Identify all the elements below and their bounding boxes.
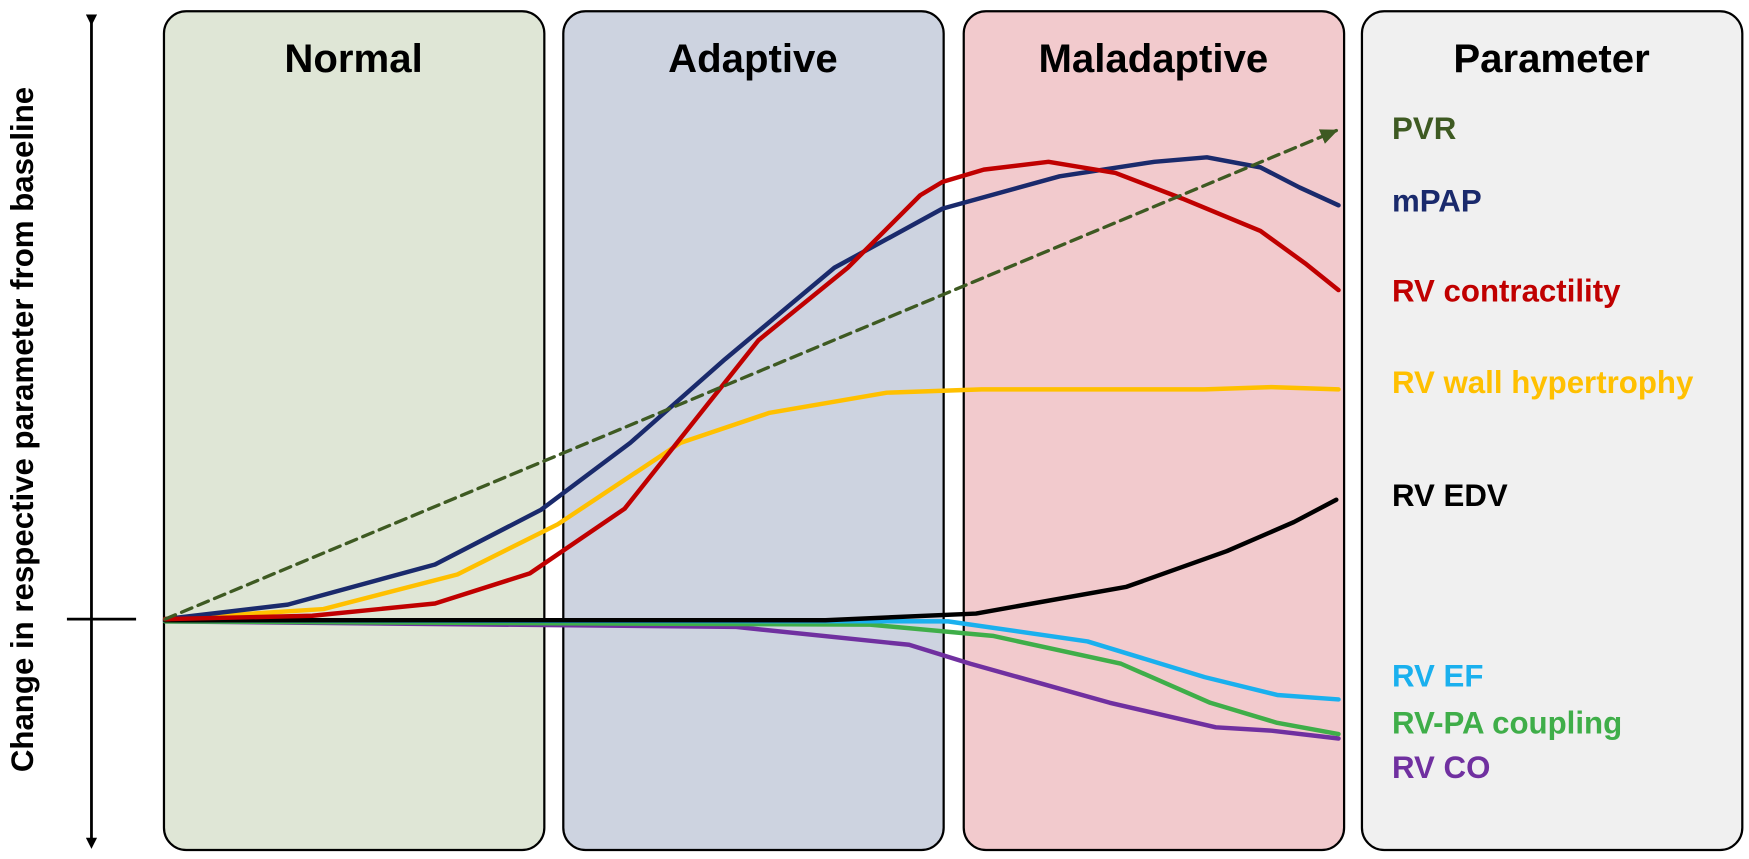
parameter-curve xyxy=(162,384,1341,622)
parameter-curve xyxy=(162,497,1339,623)
phase-title: Maladaptive xyxy=(1038,36,1268,81)
parameter-panel xyxy=(1360,10,1744,852)
parameter-label: RV wall hypertrophy xyxy=(1392,365,1694,400)
parameter-curve xyxy=(162,159,1341,622)
panels: Normal Adaptive Maladaptive Parameter xyxy=(162,10,1744,852)
parameter-title: Parameter xyxy=(1453,36,1650,81)
phase-panel xyxy=(962,10,1346,852)
parameter-curve xyxy=(162,619,1341,737)
labels: PVR mPAP RV contractility RV wall hypertrop… xyxy=(1392,111,1694,785)
parameter-curve xyxy=(162,619,1341,741)
curves xyxy=(162,128,1341,741)
parameter-label: RV EDV xyxy=(1392,478,1508,513)
y-axis: Change in respective parameter from base… xyxy=(5,14,137,849)
parameter-label: PVR xyxy=(1392,111,1456,146)
phase-title: Normal xyxy=(284,36,422,81)
parameter-label: RV contractility xyxy=(1392,274,1621,309)
phase-title: Adaptive xyxy=(668,36,838,81)
phase-panel xyxy=(162,10,546,852)
y-axis-label: Change in respective parameter from base… xyxy=(5,87,40,772)
parameter-label: RV CO xyxy=(1392,750,1490,785)
parameter-label: RV-PA coupling xyxy=(1392,705,1622,740)
parameter-label: mPAP xyxy=(1392,183,1482,218)
parameter-label: RV EF xyxy=(1392,658,1483,693)
parameter-curve xyxy=(163,128,1339,621)
